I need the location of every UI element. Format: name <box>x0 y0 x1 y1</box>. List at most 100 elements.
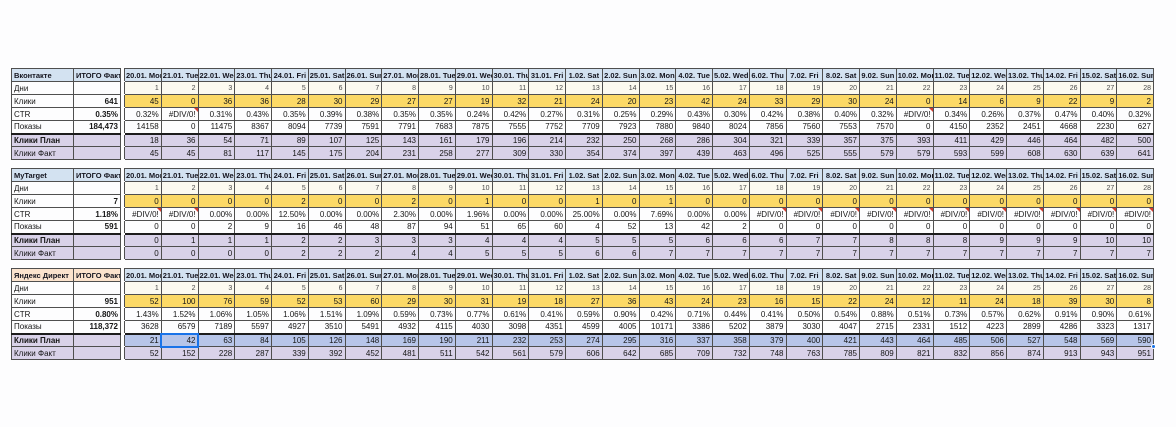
mytarget-plan-cell[interactable]: 6 <box>712 232 750 247</box>
yandex-direct-clicks-cell[interactable]: 24 <box>675 294 713 308</box>
yandex-direct-impressions-cell[interactable]: 5597 <box>234 320 272 334</box>
vkontakte-fact-cell[interactable]: 555 <box>822 146 860 160</box>
vkontakte-date-header[interactable]: 6.02. Thu <box>748 68 787 82</box>
vkontakte-impressions-cell[interactable]: 8024 <box>712 120 750 134</box>
yandex-direct-ctr-cell[interactable]: 0.90% <box>1079 307 1118 321</box>
vkontakte-fact-cell[interactable]: 45 <box>124 146 162 160</box>
vkontakte-ctr-cell[interactable]: 0.32% <box>1116 107 1154 121</box>
yandex-direct-date-header[interactable]: 8.02. Sat <box>822 268 860 282</box>
yandex-direct-plan-cell[interactable]: 21 <box>124 332 162 347</box>
mytarget-date-header[interactable]: 13.02. Thu <box>1006 168 1044 182</box>
yandex-direct-date-header[interactable]: 1.02. Sat <box>565 268 603 282</box>
vkontakte-ctr-cell[interactable]: 0.32% <box>124 107 162 121</box>
vkontakte-plan-cell[interactable]: 107 <box>307 132 346 147</box>
yandex-direct-clicks-cell[interactable]: 23 <box>712 294 750 308</box>
mytarget-date-header[interactable]: 16.02. Sun <box>1116 168 1154 182</box>
mytarget-days-cell[interactable]: 7 <box>344 181 383 195</box>
yandex-direct-impressions-cell[interactable]: 6579 <box>160 320 199 334</box>
vkontakte-fact-cell[interactable]: 463 <box>712 146 750 160</box>
mytarget-plan-cell[interactable]: 10 <box>1116 232 1154 247</box>
mytarget-clicks-cell[interactable]: 0 <box>234 194 272 208</box>
mytarget-impressions-cell[interactable]: 2 <box>712 220 750 234</box>
mytarget-days-cell[interactable]: 25 <box>1006 181 1044 195</box>
yandex-direct-days-cell[interactable]: 17 <box>712 281 750 295</box>
yandex-direct-plan-cell[interactable]: 548 <box>1042 332 1081 347</box>
vkontakte-clicks-total[interactable]: 641 <box>73 94 121 108</box>
yandex-direct-clicks-cell[interactable]: 12 <box>895 294 934 308</box>
mytarget-date-header[interactable]: 21.01. Tue <box>160 168 199 182</box>
mytarget-ctr-cell[interactable]: #DIV/0! <box>1042 207 1081 221</box>
vkontakte-ctr-cell[interactable]: 0.40% <box>1079 107 1118 121</box>
mytarget-date-header[interactable]: 14.02. Fri <box>1042 168 1081 182</box>
vkontakte-date-header[interactable]: 8.02. Sat <box>822 68 860 82</box>
yandex-direct-fact-cell[interactable]: 642 <box>601 346 640 360</box>
yandex-direct-plan-cell[interactable]: 464 <box>895 332 934 347</box>
yandex-direct-plan-cell[interactable]: 84 <box>234 332 272 347</box>
vkontakte-ctr-total[interactable]: 0.35% <box>73 107 121 121</box>
mytarget-clicks-cell[interactable]: 0 <box>160 194 199 208</box>
yandex-direct-ctr-cell[interactable]: 0.59% <box>381 307 419 321</box>
mytarget-date-header[interactable]: 10.02. Mon <box>895 168 934 182</box>
yandex-direct-clicks-cell[interactable]: 11 <box>932 294 971 308</box>
vkontakte-impressions-cell[interactable]: 7560 <box>785 120 824 134</box>
yandex-direct-ctr-cell[interactable]: 0.57% <box>969 307 1007 321</box>
vkontakte-days-cell[interactable]: 14 <box>601 81 640 95</box>
vkontakte-ctr-cell[interactable]: 0.32% <box>859 107 897 121</box>
yandex-direct-date-header[interactable]: 24.01. Fri <box>271 268 309 282</box>
mytarget-impressions-cell[interactable]: 51 <box>454 220 493 234</box>
mytarget-plan-cell[interactable]: 6 <box>675 232 713 247</box>
yandex-direct-impressions-cell[interactable]: 3386 <box>675 320 713 334</box>
vkontakte-plan-cell[interactable]: 339 <box>785 132 824 147</box>
mytarget-clicks-cell[interactable]: 0 <box>1116 194 1154 208</box>
yandex-direct-fact-cell[interactable]: 763 <box>785 346 824 360</box>
vkontakte-fact-cell[interactable]: 641 <box>1116 146 1154 160</box>
yandex-direct-plan-cell[interactable]: 485 <box>932 332 971 347</box>
yandex-direct-impressions-cell[interactable]: 3323 <box>1079 320 1118 334</box>
yandex-direct-date-header[interactable]: 20.01. Mon <box>124 268 162 282</box>
vkontakte-date-header[interactable]: 2.02. Sun <box>601 68 640 82</box>
yandex-direct-ctr-cell[interactable]: 0.54% <box>822 307 860 321</box>
yandex-direct-date-header[interactable]: 14.02. Fri <box>1042 268 1081 282</box>
vkontakte-days-cell[interactable]: 4 <box>234 81 272 95</box>
vkontakte-ctr-cell[interactable]: 0.31% <box>565 107 603 121</box>
mytarget-ctr-label[interactable]: CTR <box>11 207 74 221</box>
yandex-direct-plan-cell[interactable]: 42 <box>160 332 199 348</box>
yandex-direct-date-header[interactable]: 2.02. Sun <box>601 268 640 282</box>
yandex-direct-plan-cell[interactable]: 148 <box>344 332 383 347</box>
mytarget-clicks-cell[interactable]: 0 <box>344 194 383 208</box>
mytarget-ctr-cell[interactable]: #DIV/0! <box>895 207 934 221</box>
mytarget-ctr-cell[interactable]: 0.00% <box>197 207 236 221</box>
vkontakte-total-header[interactable]: ИТОГО Факт <box>73 68 121 82</box>
yandex-direct-plan-total[interactable] <box>73 332 121 347</box>
yandex-direct-days-cell[interactable]: 1 <box>124 281 162 295</box>
mytarget-impressions-cell[interactable]: 16 <box>271 220 309 234</box>
vkontakte-fact-cell[interactable]: 175 <box>307 146 346 160</box>
vkontakte-ctr-cell[interactable]: 0.38% <box>344 107 383 121</box>
mytarget-clicks-cell[interactable]: 0 <box>124 194 162 208</box>
mytarget-days-cell[interactable]: 27 <box>1079 181 1118 195</box>
mytarget-date-header[interactable]: 27.01. Mon <box>381 168 419 182</box>
vkontakte-clicks-cell[interactable]: 2 <box>1116 94 1154 108</box>
mytarget-days-cell[interactable]: 9 <box>418 181 456 195</box>
vkontakte-clicks-cell[interactable]: 32 <box>491 94 530 108</box>
vkontakte-fact-cell[interactable]: 439 <box>675 146 713 160</box>
vkontakte-clicks-cell[interactable]: 30 <box>307 94 346 108</box>
mytarget-days-cell[interactable]: 14 <box>601 181 640 195</box>
mytarget-fact-cell[interactable]: 6 <box>565 246 603 260</box>
vkontakte-date-header[interactable]: 15.02. Sat <box>1079 68 1118 82</box>
yandex-direct-clicks-cell[interactable]: 100 <box>160 294 199 308</box>
mytarget-days-cell[interactable]: 16 <box>675 181 713 195</box>
vkontakte-days-cell[interactable]: 15 <box>638 81 677 95</box>
vkontakte-fact-cell[interactable]: 45 <box>160 146 199 160</box>
vkontakte-plan-cell[interactable]: 500 <box>1116 132 1154 147</box>
mytarget-ctr-cell[interactable]: 0.00% <box>307 207 346 221</box>
vkontakte-plan-cell[interactable]: 464 <box>1042 132 1081 147</box>
mytarget-days-cell[interactable]: 28 <box>1116 181 1154 195</box>
yandex-direct-plan-cell[interactable]: 506 <box>969 332 1007 347</box>
yandex-direct-days-cell[interactable]: 24 <box>969 281 1007 295</box>
vkontakte-ctr-cell[interactable]: 0.35% <box>271 107 309 121</box>
vkontakte-impressions-cell[interactable]: 7923 <box>601 120 640 134</box>
mytarget-clicks-cell[interactable]: 0 <box>932 194 971 208</box>
mytarget-date-header[interactable]: 24.01. Fri <box>271 168 309 182</box>
yandex-direct-impressions-cell[interactable]: 4047 <box>822 320 860 334</box>
